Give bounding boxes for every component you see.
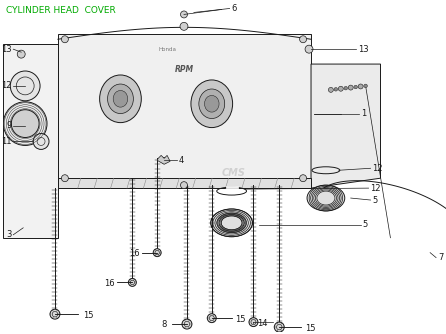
Circle shape: [4, 102, 47, 145]
Circle shape: [180, 22, 188, 30]
Circle shape: [328, 88, 333, 92]
Circle shape: [11, 110, 39, 138]
Text: RPM: RPM: [174, 64, 194, 73]
Text: 13: 13: [358, 45, 368, 54]
Circle shape: [181, 182, 187, 189]
Text: Honda: Honda: [158, 47, 176, 52]
Ellipse shape: [99, 75, 141, 123]
Circle shape: [181, 11, 187, 18]
Ellipse shape: [307, 185, 345, 211]
Ellipse shape: [211, 209, 252, 237]
Polygon shape: [58, 178, 311, 188]
Text: 4: 4: [179, 156, 184, 165]
Text: 14: 14: [257, 319, 268, 328]
Circle shape: [348, 85, 353, 90]
Text: 9: 9: [6, 121, 11, 130]
Circle shape: [62, 36, 68, 43]
Circle shape: [17, 50, 25, 58]
Circle shape: [161, 157, 167, 163]
Circle shape: [300, 175, 306, 182]
Circle shape: [153, 249, 161, 257]
Circle shape: [358, 84, 363, 89]
Text: CYLINDER HEAD  COVER: CYLINDER HEAD COVER: [6, 6, 116, 15]
Circle shape: [339, 86, 343, 91]
Circle shape: [274, 322, 284, 332]
Text: 12: 12: [1, 81, 11, 91]
Circle shape: [62, 175, 68, 182]
Circle shape: [128, 279, 136, 286]
Text: 13: 13: [0, 45, 11, 54]
Circle shape: [249, 318, 258, 327]
Text: 8: 8: [162, 320, 167, 329]
Text: 16: 16: [104, 279, 115, 288]
Ellipse shape: [204, 96, 219, 112]
Text: 15: 15: [305, 324, 316, 333]
Polygon shape: [157, 155, 170, 164]
Circle shape: [207, 314, 216, 323]
Text: 16: 16: [129, 249, 139, 258]
Text: 3: 3: [6, 230, 11, 239]
Text: 12: 12: [371, 184, 381, 193]
Text: CMS: CMS: [222, 168, 245, 178]
Text: 15: 15: [235, 315, 246, 324]
Polygon shape: [58, 34, 311, 188]
Circle shape: [364, 84, 368, 88]
Text: 6: 6: [231, 4, 237, 13]
Circle shape: [334, 88, 338, 91]
Text: 12: 12: [372, 164, 383, 173]
Text: 15: 15: [83, 311, 93, 320]
Circle shape: [344, 87, 347, 90]
Ellipse shape: [107, 84, 133, 114]
Text: 1: 1: [361, 109, 366, 118]
Text: 5: 5: [372, 195, 378, 204]
Polygon shape: [4, 44, 58, 238]
Circle shape: [300, 36, 306, 43]
Circle shape: [305, 45, 313, 53]
Circle shape: [354, 85, 358, 89]
Text: 5: 5: [363, 220, 368, 229]
Text: 7: 7: [438, 253, 443, 262]
Circle shape: [33, 134, 49, 149]
Circle shape: [182, 319, 192, 329]
Ellipse shape: [113, 91, 128, 107]
Circle shape: [10, 71, 40, 101]
Ellipse shape: [199, 89, 225, 119]
Text: 11: 11: [1, 137, 11, 146]
Circle shape: [50, 309, 60, 319]
Ellipse shape: [191, 80, 233, 128]
Polygon shape: [311, 64, 380, 188]
